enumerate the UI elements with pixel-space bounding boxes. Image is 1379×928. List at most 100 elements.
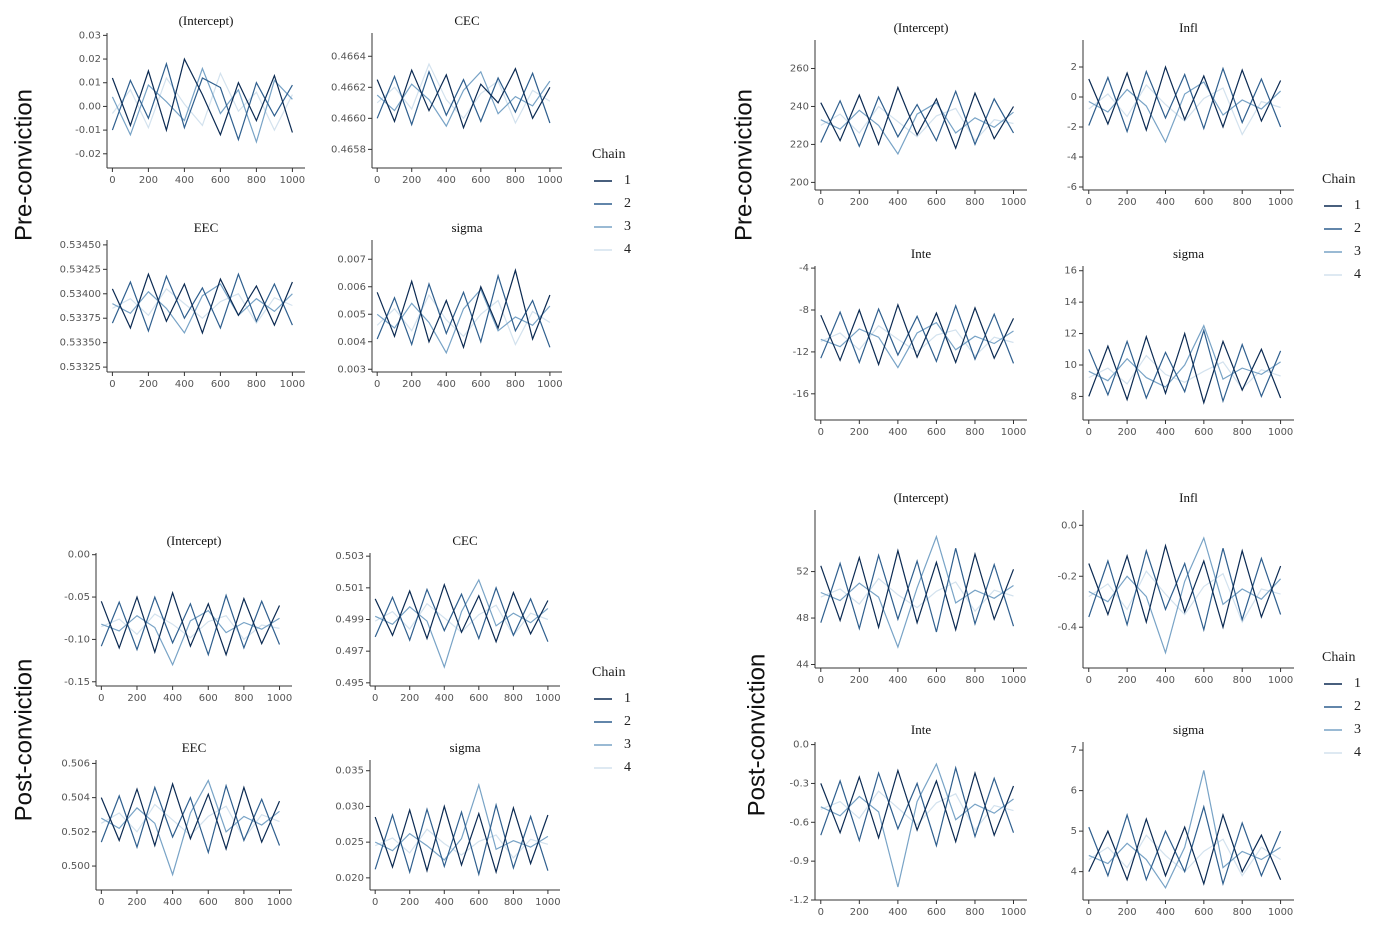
y-tick-label: -0.3 xyxy=(789,778,809,789)
trace-line xyxy=(1088,570,1281,624)
trace-line xyxy=(820,765,1015,848)
x-tick-label: 400 xyxy=(163,897,182,908)
x-tick-label: 600 xyxy=(1194,427,1213,438)
trace-line xyxy=(100,781,281,851)
y-tick-label: -8 xyxy=(799,305,809,316)
y-tick-label: -0.10 xyxy=(64,634,90,645)
x-tick-label: 400 xyxy=(1156,427,1175,438)
trace-line xyxy=(1088,804,1282,887)
y-tick-label: 14 xyxy=(1064,297,1077,308)
trace-line xyxy=(376,67,551,130)
y-tick-label: 0.006 xyxy=(337,282,366,293)
x-tick-label: 400 xyxy=(1156,197,1175,208)
x-tick-label: 200 xyxy=(850,675,869,686)
row-label: Post-conviction xyxy=(10,659,37,822)
x-tick-label: 400 xyxy=(888,907,907,918)
legend-label: 2 xyxy=(624,714,631,729)
x-tick-label: 1000 xyxy=(280,379,305,390)
x-tick-label: 400 xyxy=(1156,907,1175,918)
panel-title: CEC xyxy=(452,533,477,548)
x-tick-label: 800 xyxy=(1233,675,1252,686)
trace-line xyxy=(1088,328,1282,404)
x-tick-label: 600 xyxy=(211,379,230,390)
y-tick-label: 0.53350 xyxy=(60,338,101,349)
trace-line xyxy=(111,71,293,132)
y-tick-label: 5 xyxy=(1071,826,1077,837)
legend-label: 1 xyxy=(624,691,631,706)
x-tick-label: 600 xyxy=(1194,197,1213,208)
x-tick-label: 0 xyxy=(1086,427,1092,438)
x-tick-label: 1000 xyxy=(1001,197,1026,208)
legend-label: 3 xyxy=(1354,722,1361,737)
trace-line xyxy=(374,802,549,877)
trace-line xyxy=(1088,324,1281,388)
legend-label: 1 xyxy=(1354,198,1361,213)
x-tick-label: 600 xyxy=(199,693,218,704)
x-tick-label: 0 xyxy=(372,897,378,908)
x-tick-label: 0 xyxy=(109,175,115,186)
y-tick-label: 200 xyxy=(790,177,809,188)
x-tick-label: 200 xyxy=(127,897,146,908)
x-tick-label: 1000 xyxy=(535,897,560,908)
x-tick-label: 0 xyxy=(98,897,104,908)
y-tick-label: -12 xyxy=(793,347,809,358)
trace-line xyxy=(101,803,280,840)
y-tick-label: -0.2 xyxy=(1057,571,1077,582)
x-tick-label: 800 xyxy=(965,675,984,686)
trace-line xyxy=(101,613,280,641)
x-tick-label: 0 xyxy=(372,693,378,704)
trace-line xyxy=(376,70,551,127)
legend-label: 2 xyxy=(624,196,631,211)
panel-title: Inte xyxy=(911,246,931,261)
x-tick-label: 600 xyxy=(211,175,230,186)
legend-title: Chain xyxy=(592,147,625,162)
x-tick-label: 1000 xyxy=(537,175,562,186)
y-tick-label: 12 xyxy=(1064,329,1077,340)
trace-line xyxy=(1088,84,1281,136)
trace-line xyxy=(820,548,1015,633)
legend-label: 3 xyxy=(624,219,631,234)
row-label: Post-conviction xyxy=(743,654,770,817)
x-tick-label: 200 xyxy=(850,427,869,438)
y-tick-label: 0.53425 xyxy=(60,264,101,275)
x-tick-label: 600 xyxy=(471,379,490,390)
legend-label: 2 xyxy=(1354,699,1361,714)
trace-line xyxy=(374,804,549,875)
y-tick-label: 44 xyxy=(796,660,809,671)
y-tick-label: -0.6 xyxy=(789,817,809,828)
trace-line xyxy=(820,85,1015,150)
y-tick-label: 0.02 xyxy=(79,54,101,65)
trace-line xyxy=(111,272,293,333)
trace-line xyxy=(1088,770,1281,890)
x-tick-label: 0 xyxy=(818,675,824,686)
x-tick-label: 600 xyxy=(469,897,488,908)
x-tick-label: 800 xyxy=(965,427,984,438)
panel-title: (Intercept) xyxy=(894,490,949,505)
y-tick-label: 0.502 xyxy=(61,827,90,838)
x-tick-label: 400 xyxy=(175,379,194,390)
legend-label: 3 xyxy=(624,737,631,752)
y-tick-label: 0.030 xyxy=(335,801,364,812)
x-tick-label: 800 xyxy=(234,897,253,908)
y-tick-label: 0.501 xyxy=(335,583,364,594)
x-tick-label: 800 xyxy=(965,197,984,208)
x-tick-label: 400 xyxy=(888,427,907,438)
x-tick-label: 800 xyxy=(506,175,525,186)
trace-line xyxy=(374,585,549,642)
y-tick-label: 0.53450 xyxy=(60,240,101,251)
trace-line xyxy=(374,582,549,644)
trace-line xyxy=(1088,354,1281,390)
x-tick-label: 0 xyxy=(374,379,380,390)
y-tick-label: 8 xyxy=(1071,391,1077,402)
x-tick-label: 600 xyxy=(1194,675,1213,686)
x-tick-label: 1000 xyxy=(1268,907,1293,918)
x-tick-label: 400 xyxy=(435,897,454,908)
trace-line xyxy=(376,62,551,125)
x-tick-label: 200 xyxy=(850,907,869,918)
trace-line xyxy=(1088,548,1282,633)
y-tick-label: 0.007 xyxy=(337,254,366,265)
trace-line xyxy=(111,61,293,142)
y-tick-label: -1.2 xyxy=(789,895,809,906)
legend-label: 4 xyxy=(624,242,631,257)
